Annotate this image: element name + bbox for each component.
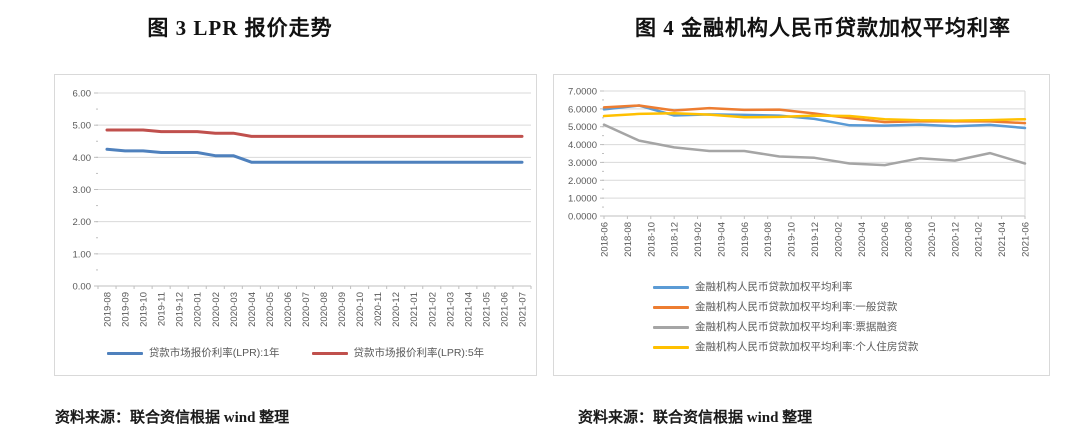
svg-text:2018-10: 2018-10: [646, 222, 657, 257]
svg-text:2019-11: 2019-11: [157, 292, 168, 326]
svg-text:2020-11: 2020-11: [373, 292, 384, 326]
svg-text:0.00: 0.00: [73, 282, 92, 293]
svg-text:5.00: 5.00: [73, 121, 92, 132]
figure4-title: 图 4 金融机构人民币贷款加权平均利率: [635, 16, 1011, 40]
legend-label: 金融机构人民币贷款加权平均利率:个人住房贷款: [695, 341, 919, 353]
legend-line-swatch: [311, 352, 348, 355]
legend-label: 贷款市场报价利率(LPR):5年: [353, 347, 485, 359]
svg-text:2020-01: 2020-01: [193, 292, 204, 327]
svg-text:4.00: 4.00: [73, 153, 92, 164]
svg-text:2020-03: 2020-03: [229, 292, 240, 327]
svg-text:2020-04: 2020-04: [247, 292, 258, 327]
figure4-source-note: 资料来源：联合资信根据 wind 整理: [578, 410, 813, 426]
svg-text:2021-06: 2021-06: [1021, 222, 1032, 257]
svg-text:2019-06: 2019-06: [740, 222, 751, 257]
svg-text:2020-04: 2020-04: [857, 222, 868, 257]
figure3-chart-panel: 0.00 1.00 2.00 3.00 4.00 5.00 6.00 2019-08 2019-…: [54, 74, 537, 376]
legend-item: 贷款市场报价利率(LPR):1年: [106, 347, 280, 360]
legend-item: 金融机构人民币贷款加权平均利率:个人住房贷款: [653, 341, 918, 354]
svg-text:2020-02: 2020-02: [211, 292, 222, 327]
svg-text:2019-08: 2019-08: [763, 222, 774, 257]
svg-text:0.0000: 0.0000: [568, 212, 597, 223]
legend-line-swatch: [653, 306, 689, 309]
svg-text:5.0000: 5.0000: [568, 122, 597, 133]
svg-text:4.0000: 4.0000: [568, 140, 597, 151]
svg-text:2020-06: 2020-06: [880, 222, 891, 257]
svg-text:2021-06: 2021-06: [499, 292, 510, 327]
figure3-title: 图 3 LPR 报价走势: [147, 16, 333, 40]
svg-text:2021-05: 2021-05: [481, 292, 492, 327]
svg-text:2019-10: 2019-10: [787, 222, 798, 257]
svg-text:2020-08: 2020-08: [904, 222, 915, 257]
legend-label: 金融机构人民币贷款加权平均利率:一般贷款: [695, 301, 898, 313]
svg-text:1.0000: 1.0000: [568, 194, 597, 205]
legend-line-swatch: [653, 326, 689, 329]
legend-line-swatch: [653, 346, 689, 349]
svg-text:2019-08: 2019-08: [103, 292, 114, 327]
svg-text:2020-10: 2020-10: [355, 292, 366, 327]
weighted-average-loan-rate-line-chart: 0.0000 1.0000 2.0000 3.0000 4.0000 5.0000 6.00…: [568, 87, 1032, 257]
svg-text:2020-07: 2020-07: [301, 292, 312, 327]
svg-text:2018-08: 2018-08: [623, 222, 634, 257]
svg-text:2020-02: 2020-02: [833, 222, 844, 257]
svg-text:2020-12: 2020-12: [391, 292, 402, 327]
legend-label: 金融机构人民币贷款加权平均利率:票据融资: [695, 321, 898, 333]
svg-text:1.00: 1.00: [73, 249, 92, 260]
svg-text:3.00: 3.00: [73, 185, 92, 196]
svg-text:2020-08: 2020-08: [319, 292, 330, 327]
legend-line-swatch: [653, 286, 689, 289]
svg-text:2019-10: 2019-10: [139, 292, 150, 327]
svg-text:2018-12: 2018-12: [670, 222, 681, 257]
legend-label: 金融机构人民币贷款加权平均利率: [695, 281, 853, 293]
svg-text:3.0000: 3.0000: [568, 158, 597, 169]
svg-text:7.0000: 7.0000: [568, 87, 597, 98]
legend-item: 贷款市场报价利率(LPR):5年: [311, 347, 485, 360]
svg-text:2019-04: 2019-04: [716, 222, 727, 257]
svg-text:2020-10: 2020-10: [927, 222, 938, 257]
svg-text:2020-05: 2020-05: [265, 292, 276, 327]
legend-item: 金融机构人民币贷款加权平均利率:票据融资: [653, 321, 897, 334]
svg-text:2019-12: 2019-12: [810, 222, 821, 257]
svg-text:2021-04: 2021-04: [463, 292, 474, 327]
svg-text:2.00: 2.00: [73, 217, 92, 228]
svg-text:2019-02: 2019-02: [693, 222, 704, 257]
svg-text:2.0000: 2.0000: [568, 176, 597, 187]
figure3-legend: 贷款市场报价利率(LPR):1年 贷款市场报价利率(LPR):5年: [55, 347, 536, 360]
svg-text:6.00: 6.00: [73, 89, 92, 100]
svg-text:2019-12: 2019-12: [175, 292, 186, 327]
figure3-source-note: 资料来源：联合资信根据 wind 整理: [55, 410, 290, 426]
svg-text:2021-02: 2021-02: [427, 292, 438, 327]
svg-text:2019-09: 2019-09: [121, 292, 132, 327]
legend-item: 金融机构人民币贷款加权平均利率: [653, 281, 853, 294]
svg-text:2020-09: 2020-09: [337, 292, 348, 327]
svg-text:2021-01: 2021-01: [409, 292, 420, 327]
svg-text:2021-04: 2021-04: [997, 222, 1008, 257]
svg-text:6.0000: 6.0000: [568, 104, 597, 115]
legend-label: 贷款市场报价利率(LPR):1年: [148, 347, 280, 359]
figure4-legend: 金融机构人民币贷款加权平均利率 金融机构人民币贷款加权平均利率:一般贷款 金融机构人…: [653, 281, 918, 354]
svg-text:2021-03: 2021-03: [445, 292, 456, 327]
svg-text:2020-12: 2020-12: [950, 222, 961, 257]
svg-text:2018-06: 2018-06: [600, 222, 611, 257]
figure4-chart-panel: 0.0000 1.0000 2.0000 3.0000 4.0000 5.0000 6.00…: [553, 74, 1050, 376]
svg-text:2021-07: 2021-07: [518, 292, 529, 327]
legend-item: 金融机构人民币贷款加权平均利率:一般贷款: [653, 301, 897, 314]
svg-text:2021-02: 2021-02: [974, 222, 985, 257]
lpr-trend-line-chart: 0.00 1.00 2.00 3.00 4.00 5.00 6.00 2019-08 2019-…: [73, 89, 532, 327]
legend-line-swatch: [106, 352, 143, 355]
svg-text:2020-06: 2020-06: [283, 292, 294, 327]
